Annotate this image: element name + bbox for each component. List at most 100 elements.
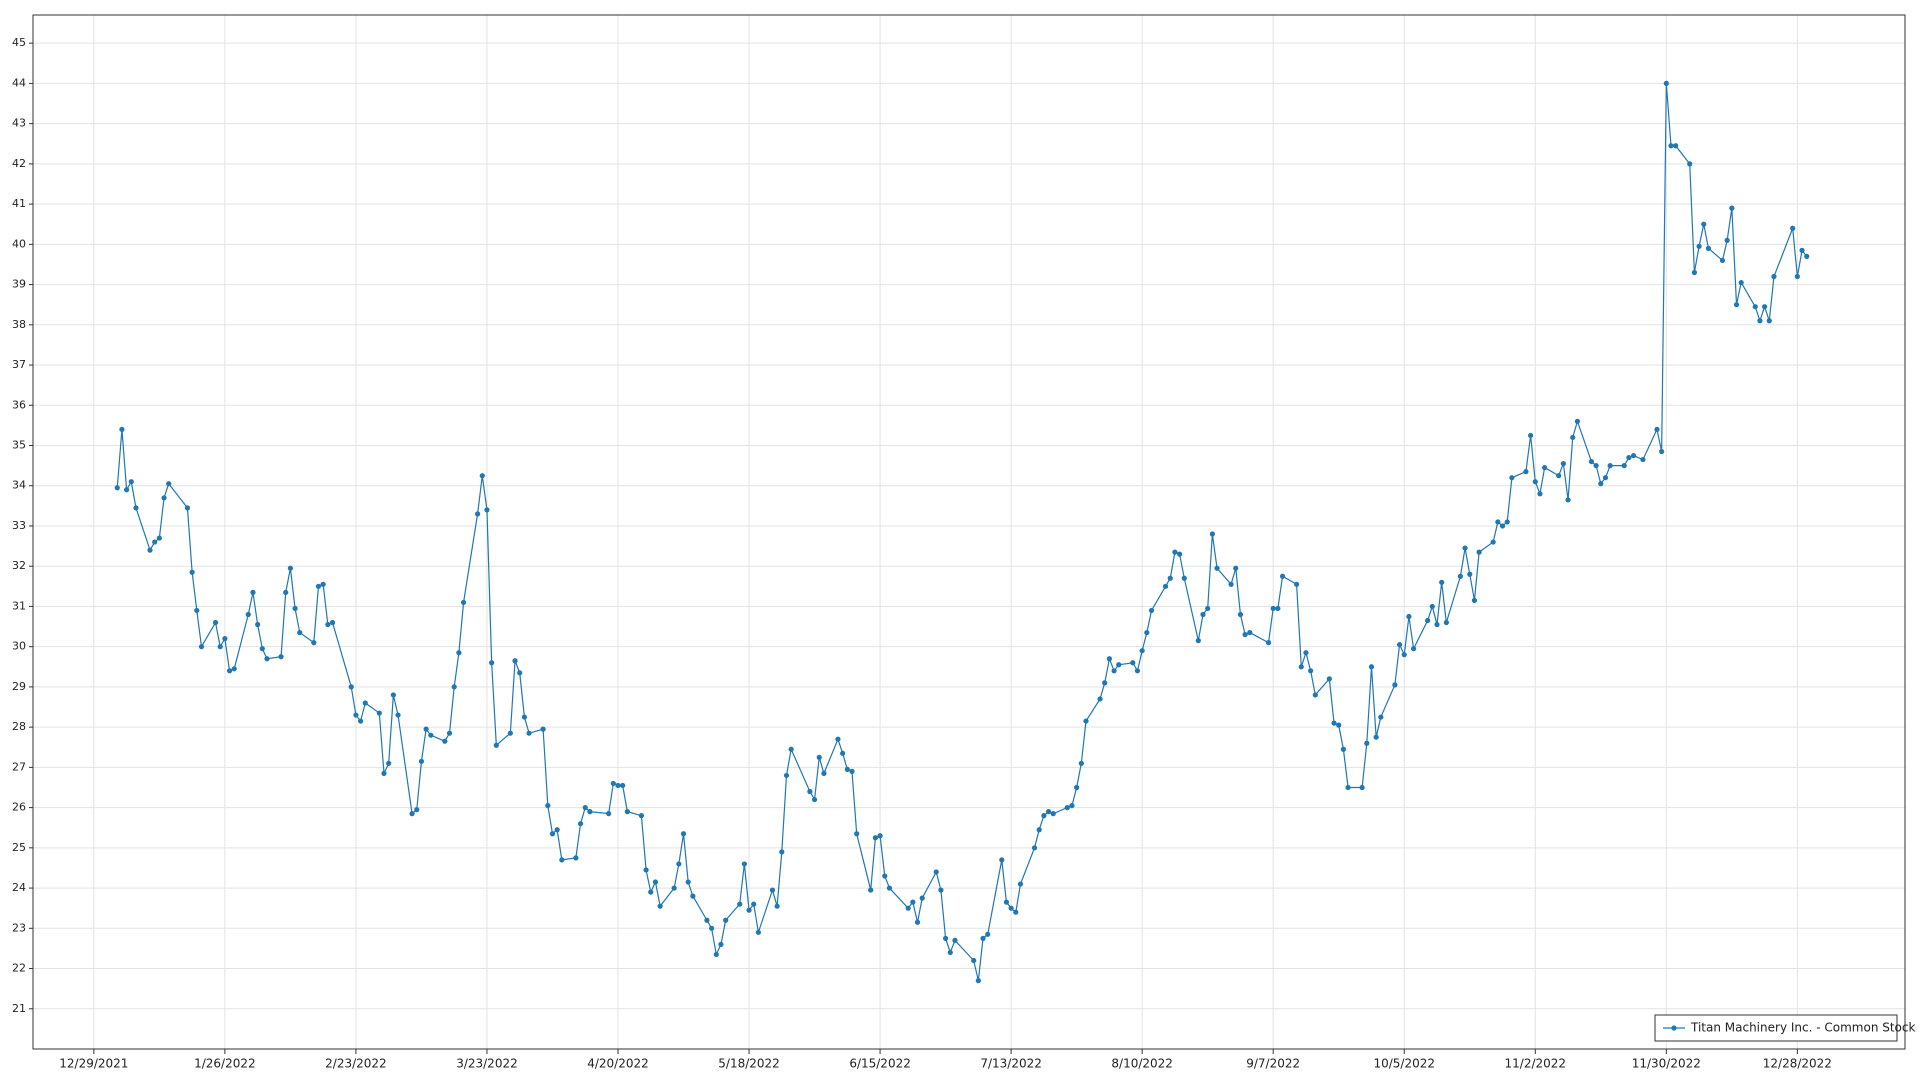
data-point: [1719, 257, 1726, 264]
data-point: [1528, 432, 1534, 439]
legend: Titan Machinery Inc. - Common Stock: [1654, 1014, 1915, 1042]
data-point: [643, 867, 649, 873]
data-point: [1794, 273, 1800, 280]
x-tick-label: 9/7/2022: [1246, 1057, 1300, 1071]
data-point: [166, 481, 172, 487]
data-point: [217, 644, 223, 650]
data-point: [1298, 664, 1304, 670]
data-point: [1336, 722, 1342, 728]
data-point: [1504, 519, 1510, 525]
data-point: [774, 903, 780, 909]
x-tick-label: 3/23/2022: [456, 1057, 518, 1071]
data-point: [620, 782, 626, 789]
y-tick-label: 23: [12, 921, 26, 934]
data-point: [1233, 565, 1239, 571]
data-point: [1172, 549, 1178, 555]
data-point: [1195, 638, 1201, 644]
data-point: [1621, 463, 1627, 469]
data-point: [905, 905, 911, 911]
data-point: [1537, 491, 1543, 497]
data-point: [971, 957, 977, 964]
y-tick-label: 22: [12, 962, 26, 975]
data-point: [1228, 581, 1234, 587]
data-point: [947, 949, 953, 956]
data-point: [1790, 225, 1796, 231]
x-tick-label: 12/29/2021: [59, 1057, 128, 1071]
data-point: [1490, 539, 1496, 545]
data-point: [418, 758, 425, 764]
y-tick-label: 44: [12, 76, 26, 89]
data-point: [910, 899, 916, 905]
data-point: [840, 750, 846, 756]
legend-swatch-marker: [1671, 1025, 1677, 1031]
data-point: [1340, 746, 1346, 752]
data-point: [1242, 631, 1248, 638]
data-point: [868, 887, 874, 893]
data-point: [1462, 545, 1468, 551]
data-point: [1111, 668, 1117, 674]
data-point: [423, 726, 429, 732]
data-point: [124, 487, 130, 493]
data-point: [1106, 656, 1112, 662]
data-point: [456, 650, 462, 656]
data-point: [489, 660, 495, 666]
data-point: [1130, 660, 1136, 666]
data-point: [1556, 473, 1562, 479]
data-point: [685, 879, 691, 885]
data-point: [606, 811, 612, 817]
data-point: [1209, 531, 1215, 537]
data-point: [1411, 646, 1417, 652]
data-point: [624, 809, 630, 815]
data-point: [1083, 718, 1089, 724]
data-point: [362, 700, 368, 706]
data-point: [1396, 642, 1403, 648]
data-point: [194, 607, 200, 614]
data-point: [1429, 603, 1435, 610]
data-point: [414, 807, 420, 813]
data-point: [952, 937, 958, 943]
y-tick-label: 25: [12, 841, 26, 854]
data-point: [1602, 475, 1609, 481]
data-point: [1401, 652, 1407, 658]
data-point: [1673, 143, 1679, 149]
y-tick-label: 37: [12, 358, 26, 371]
data-point: [1467, 571, 1473, 577]
y-tick-label: 39: [12, 278, 26, 291]
x-tick-label: 12/28/2022: [1763, 1057, 1832, 1071]
data-point: [1102, 680, 1108, 686]
data-point: [549, 831, 556, 837]
data-point: [1181, 575, 1187, 581]
data-point: [975, 978, 981, 984]
data-point: [198, 644, 205, 650]
data-point: [919, 895, 925, 901]
data-point: [657, 903, 663, 909]
data-point: [128, 479, 134, 485]
data-point: [1523, 469, 1529, 475]
data-point: [1593, 463, 1599, 469]
x-tick-label: 2/23/2022: [325, 1057, 387, 1071]
data-point: [226, 668, 233, 674]
data-point: [152, 539, 158, 545]
data-point: [409, 811, 415, 817]
data-point: [783, 772, 790, 779]
x-tick-label: 11/30/2022: [1632, 1057, 1701, 1071]
data-point: [1443, 619, 1449, 626]
data-point: [1074, 784, 1080, 791]
data-point: [1275, 605, 1281, 612]
data-point: [1378, 714, 1384, 720]
data-point: [1359, 784, 1365, 791]
data-point: [1013, 909, 1019, 915]
data-point: [1659, 448, 1665, 455]
data-point: [1050, 811, 1056, 817]
data-point: [1406, 613, 1412, 620]
data-point: [718, 941, 724, 947]
data-point: [704, 917, 710, 923]
data-point: [545, 802, 551, 809]
data-point: [1097, 696, 1103, 702]
data-point: [1392, 682, 1398, 688]
data-point: [329, 619, 336, 626]
data-point: [1425, 617, 1431, 624]
data-point: [779, 849, 785, 855]
data-point: [1752, 304, 1758, 310]
data-point: [1279, 573, 1286, 579]
